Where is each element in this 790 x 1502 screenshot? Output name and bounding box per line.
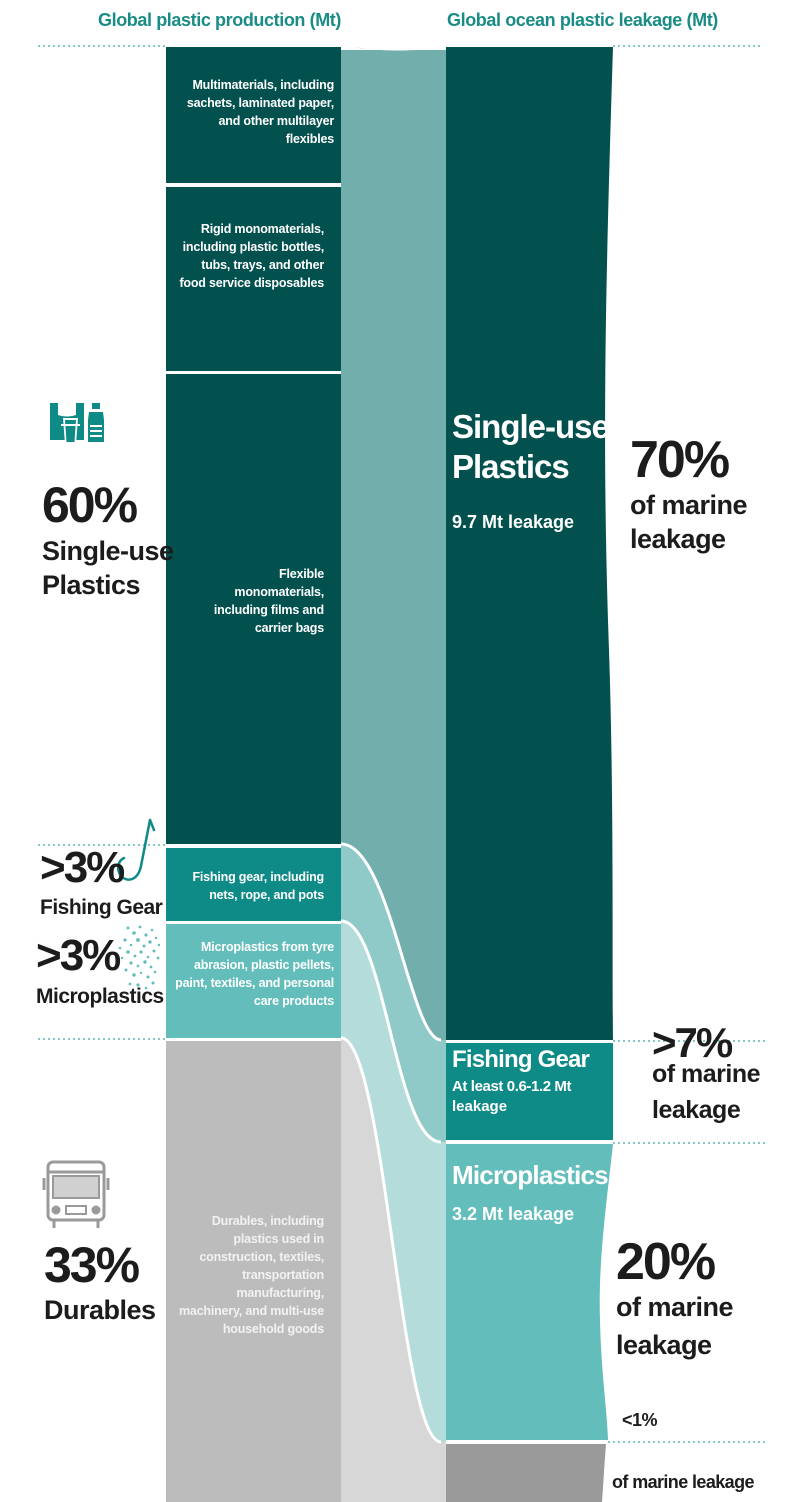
label-microplastics-production: Microplastics from tyre abrasion, plasti… bbox=[175, 940, 334, 1008]
leakage-fishing-gear-amount-line2: leakage bbox=[452, 1098, 508, 1115]
leakage-block-microplastics bbox=[446, 1144, 613, 1440]
single-use-production-name-line1: Single-use bbox=[42, 536, 174, 566]
flow-durables bbox=[341, 1038, 446, 1502]
label-multimaterials: Multimaterials, including sachets, lamin… bbox=[186, 78, 334, 146]
durables-leakage-text: of marine leakage bbox=[612, 1472, 754, 1492]
microplastics-production-percent: >3% bbox=[36, 931, 121, 980]
fishing-gear-production-percent: >3% bbox=[40, 843, 125, 892]
leakage-single-use-title-line2: Plastics bbox=[452, 448, 570, 485]
flow-fishing-gear bbox=[341, 844, 446, 1142]
leakage-single-use-amount: 9.7 Mt leakage bbox=[452, 512, 575, 532]
leakage-block-durables bbox=[446, 1444, 606, 1502]
fishing-gear-leakage-percent: >7% bbox=[652, 1019, 733, 1066]
durables-production-name: Durables bbox=[44, 1295, 156, 1325]
leakage-microplastics-title: Microplastics bbox=[452, 1160, 609, 1190]
leakage-top-wave bbox=[341, 44, 446, 50]
single-use-plastics-icon bbox=[50, 403, 104, 444]
leakage-fishing-gear-amount-line1: At least 0.6-1.2 Mt bbox=[452, 1078, 572, 1095]
durables-production-percent: 33% bbox=[44, 1237, 140, 1293]
leakage-header: Global ocean plastic leakage (Mt) bbox=[447, 10, 718, 30]
leakage-block-single-use bbox=[446, 47, 613, 1040]
bus-icon bbox=[42, 1160, 110, 1228]
label-rigid-monomaterials: Rigid monomaterials, including plastic b… bbox=[179, 222, 324, 290]
durables-leakage-percent: <1% bbox=[622, 1410, 658, 1430]
fishing-gear-leakage-text-line1: of marine bbox=[652, 1060, 761, 1088]
microplastics-leakage-text-line2: leakage bbox=[616, 1330, 712, 1360]
leakage-fishing-gear-title: Fishing Gear bbox=[452, 1046, 590, 1073]
flow-microplastics bbox=[341, 921, 446, 1442]
flow-single-use bbox=[341, 47, 446, 1040]
single-use-production-percent: 60% bbox=[42, 477, 138, 533]
production-block-multimaterials bbox=[166, 47, 341, 183]
single-use-leakage-text-line2: leakage bbox=[630, 524, 726, 554]
microplastics-leakage-percent: 20% bbox=[616, 1233, 716, 1291]
label-fishing-gear-production: Fishing gear, including nets, rope, and … bbox=[192, 870, 324, 902]
microplastics-production-name: Microplastics bbox=[36, 985, 164, 1008]
leakage-single-use-title-line1: Single-use bbox=[452, 408, 610, 445]
single-use-leakage-percent: 70% bbox=[630, 431, 730, 489]
microplastics-dots-icon bbox=[118, 925, 161, 990]
fishing-hook-icon bbox=[116, 818, 156, 881]
label-durables-production: Durables, including plastics used in con… bbox=[178, 1214, 324, 1336]
production-block-rigid bbox=[166, 187, 341, 371]
single-use-leakage-text-line1: of marine bbox=[630, 490, 748, 520]
production-block-flexible bbox=[166, 374, 341, 844]
production-header: Global plastic production (Mt) bbox=[98, 10, 341, 30]
label-flexible-monomaterials: Flexible monomaterials, including films … bbox=[213, 567, 324, 635]
fishing-gear-production-name: Fishing Gear bbox=[40, 896, 163, 919]
production-block-fishing-gear bbox=[166, 848, 341, 921]
production-block-microplastics bbox=[166, 924, 341, 1038]
leakage-microplastics-amount: 3.2 Mt leakage bbox=[452, 1204, 575, 1224]
leakage-block-fishing-gear bbox=[446, 1043, 613, 1140]
single-use-production-name-line2: Plastics bbox=[42, 570, 141, 600]
fishing-gear-leakage-text-line2: leakage bbox=[652, 1096, 741, 1124]
dotted-guides bbox=[38, 45, 765, 1443]
microplastics-leakage-text-line1: of marine bbox=[616, 1292, 734, 1322]
production-block-durables bbox=[166, 1041, 341, 1502]
